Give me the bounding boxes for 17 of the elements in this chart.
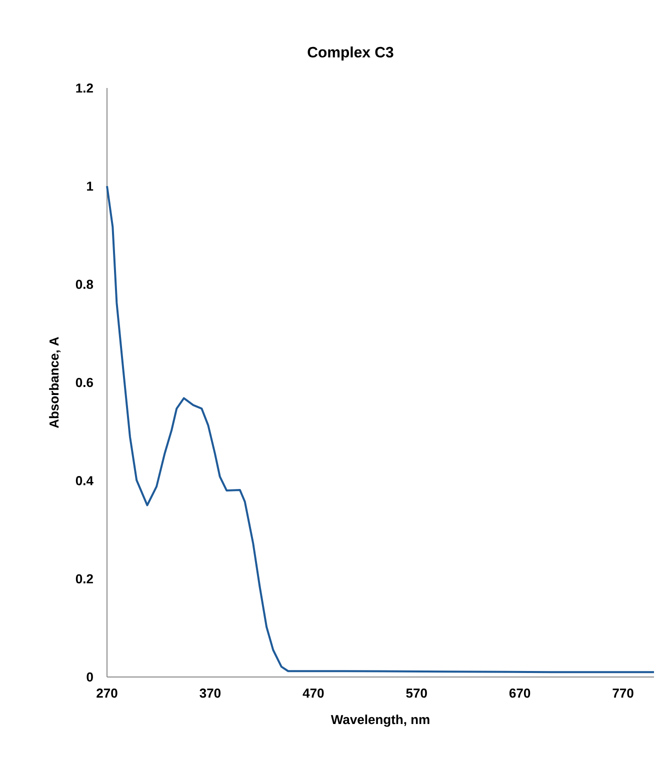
x-tick-label: 270	[96, 688, 118, 698]
y-axis-title: Absorbance, A	[49, 336, 61, 428]
line-series	[106, 185, 655, 674]
chart-title: Complex C3	[308, 46, 394, 60]
y-tick-label: 0.8	[76, 280, 94, 289]
x-axis-title: Wavelength, nm	[330, 714, 430, 727]
y-tick-label: 0.6	[76, 378, 93, 388]
x-tick-label: 670	[509, 688, 530, 698]
x-tick-label: 470	[302, 688, 324, 698]
y-tick-label: 0.4	[76, 476, 94, 486]
x-tick-label: 570	[406, 688, 427, 698]
y-tick-label: 0	[86, 672, 93, 682]
y-tick-label: 1.2	[76, 83, 93, 93]
x-tick-label: 370	[200, 688, 221, 698]
y-tick-label: 1	[87, 182, 94, 191]
y-tick-label: 0.2	[76, 574, 93, 584]
x-tick-label: 770	[612, 688, 634, 698]
